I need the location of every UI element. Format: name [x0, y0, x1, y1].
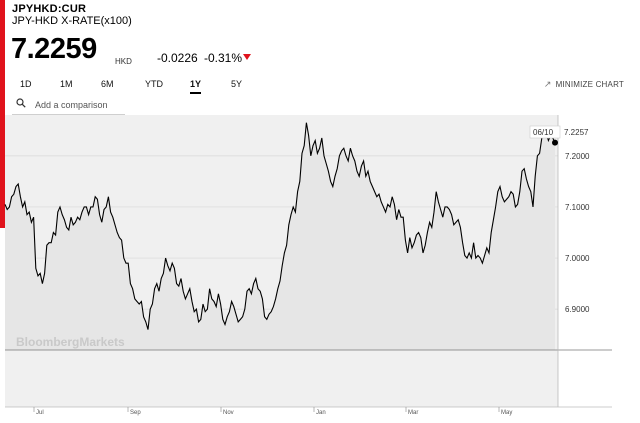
y-tick-label: 7.0000 [565, 254, 590, 263]
y-tick-label: 6.9000 [565, 305, 590, 314]
watermark: BloombergMarkets [16, 335, 125, 349]
x-tick-label: May [501, 410, 512, 416]
last-price-point [552, 139, 558, 146]
x-tick-label: Nov [223, 410, 234, 416]
search-icon [16, 98, 26, 108]
y-tick-label: 7.1000 [565, 203, 590, 212]
y-tick-label: 7.2000 [565, 152, 590, 161]
price-change: -0.0226 [157, 51, 198, 65]
comparison-search-input[interactable]: Add a comparison [12, 96, 125, 115]
minimize-chart-label: MINIMIZE CHART [555, 80, 624, 89]
x-tick-label: Jul [36, 410, 44, 416]
price-currency: HKD [115, 57, 132, 66]
x-tick-label: Sep [130, 410, 141, 416]
ticker-symbol: JPYHKD:CUR [12, 3, 87, 15]
last-value-label: 7.2257 [564, 128, 589, 137]
comparison-placeholder: Add a comparison [35, 100, 108, 110]
x-tick-label: Jan [316, 410, 326, 416]
down-arrow-icon [243, 54, 251, 60]
last-date-label: 06/10 [533, 128, 554, 137]
price-area-fill [5, 122, 555, 350]
minimize-chart-button[interactable]: ↗︎ MINIMIZE CHART [544, 79, 624, 90]
range-tab-ytd[interactable]: YTD [145, 79, 163, 89]
price-line [4, 122, 556, 330]
price-change-percent: -0.31% [204, 51, 243, 65]
range-tab-1m[interactable]: 1M [60, 79, 73, 89]
accent-bar [0, 0, 5, 228]
range-tab-6m[interactable]: 6M [101, 79, 114, 89]
last-price: 7.2259 [11, 33, 97, 65]
range-tab-5y[interactable]: 5Y [231, 79, 243, 89]
date-label-box [529, 125, 561, 139]
range-tab-1y[interactable]: 1Y [190, 79, 202, 94]
instrument-name: JPY-HKD X-RATE(x100) [12, 15, 132, 27]
range-tab-1d[interactable]: 1D [20, 79, 32, 89]
x-tick-label: Mar [408, 410, 418, 416]
minimize-icon: ↗︎ [543, 79, 552, 89]
